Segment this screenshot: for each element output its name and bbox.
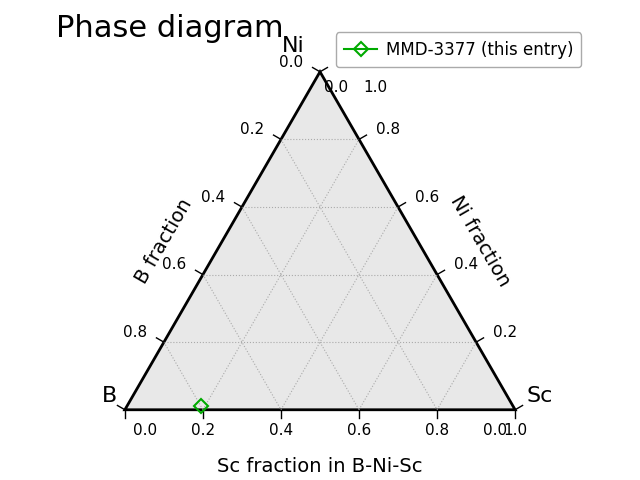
Text: 0.6: 0.6 (162, 257, 186, 272)
Text: 0.8: 0.8 (123, 325, 147, 340)
Text: 1.0: 1.0 (337, 55, 361, 70)
Text: 0.0: 0.0 (279, 55, 303, 70)
Text: 0.6: 0.6 (347, 423, 371, 438)
Text: 1.0: 1.0 (503, 423, 527, 438)
Text: 1.0: 1.0 (363, 80, 387, 95)
Text: B: B (102, 386, 117, 406)
Text: Ni fraction: Ni fraction (447, 192, 513, 289)
Text: B fraction: B fraction (132, 195, 196, 287)
Text: Sc: Sc (527, 386, 553, 406)
Text: 0.0: 0.0 (132, 423, 157, 438)
Text: Sc fraction in B-Ni-Sc: Sc fraction in B-Ni-Sc (217, 457, 423, 476)
Text: 0.4: 0.4 (454, 257, 478, 272)
Text: 0.0: 0.0 (483, 423, 508, 438)
Text: 0.4: 0.4 (269, 423, 293, 438)
Text: 0.8: 0.8 (425, 423, 449, 438)
Polygon shape (125, 72, 515, 410)
Text: 0.6: 0.6 (415, 190, 439, 205)
Text: Phase diagram: Phase diagram (56, 14, 284, 43)
Legend: MMD-3377 (this entry): MMD-3377 (this entry) (335, 32, 581, 67)
Text: 0.4: 0.4 (201, 190, 225, 205)
Text: 0.0: 0.0 (324, 80, 348, 95)
Text: 0.8: 0.8 (376, 122, 400, 137)
Text: Ni: Ni (282, 36, 305, 56)
Text: 0.2: 0.2 (493, 325, 517, 340)
Text: 0.2: 0.2 (191, 423, 215, 438)
Text: 0.2: 0.2 (240, 122, 264, 137)
